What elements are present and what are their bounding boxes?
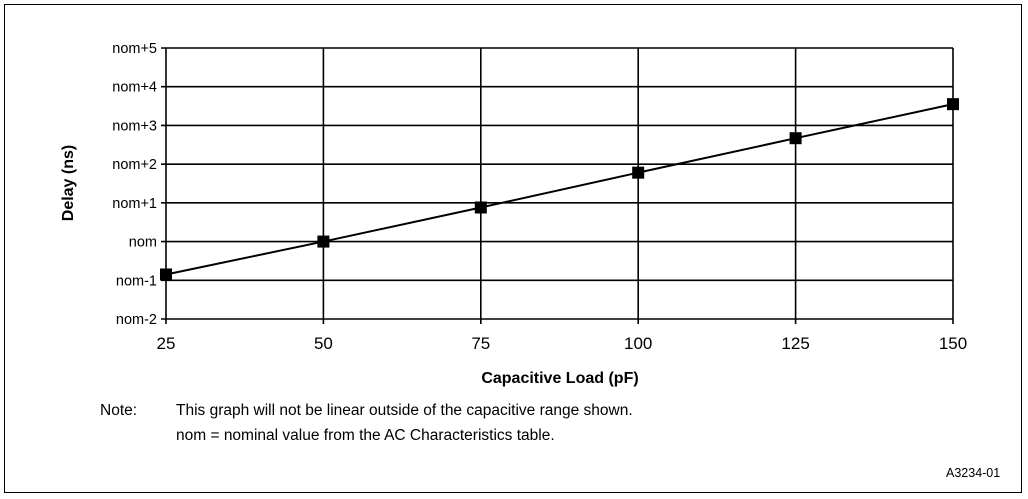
- data-point-marker: [317, 235, 330, 248]
- figure-id: A3234-01: [946, 466, 1001, 480]
- x-axis-label: Capacitive Load (pF): [481, 370, 638, 387]
- data-point-marker: [947, 98, 959, 111]
- x-tick-label: 50: [314, 334, 333, 353]
- y-tick-label: nom+5: [112, 41, 157, 57]
- data-point-marker: [474, 201, 487, 214]
- figure-frame: nom-2 nom-1 nom nom+1 nom+2 nom+3 nom+4 nom+5 2…: [4, 4, 1022, 493]
- note-line-2: nom = nominal value from the AC Characte…: [176, 427, 555, 444]
- y-axis-label: Delay (ns): [60, 145, 77, 221]
- x-tick-label: 150: [939, 334, 967, 353]
- y-tick-label: nom-2: [116, 312, 157, 328]
- y-tick-label: nom+4: [112, 80, 157, 96]
- y-tick-label: nom-1: [116, 273, 157, 289]
- data-point-marker: [632, 166, 645, 179]
- note-line-1: This graph will not be linear outside of…: [176, 402, 633, 419]
- x-tick-label: 100: [624, 334, 652, 353]
- data-point-marker: [789, 132, 802, 145]
- data-point-marker: [160, 268, 172, 281]
- x-tick-label: 25: [157, 334, 176, 353]
- note-label: Note:: [100, 402, 138, 419]
- series-line: [165, 103, 954, 276]
- delay-vs-load-chart: nom-2 nom-1 nom nom+1 nom+2 nom+3 nom+4 nom+5 2…: [60, 41, 968, 387]
- y-tick-labels: nom-2 nom-1 nom nom+1 nom+2 nom+3 nom+4 nom+5: [112, 41, 157, 328]
- x-tick-label: 125: [781, 334, 809, 353]
- y-tick-label: nom: [129, 235, 157, 251]
- x-tick-label: 75: [471, 334, 490, 353]
- chart-grid: [161, 47, 954, 324]
- y-tick-label: nom+1: [112, 196, 157, 212]
- chart-series: [160, 98, 959, 281]
- y-tick-label: nom+2: [112, 157, 157, 173]
- y-tick-label: nom+3: [112, 118, 157, 134]
- x-tick-labels: 25 50 75 100 125 150: [157, 334, 968, 353]
